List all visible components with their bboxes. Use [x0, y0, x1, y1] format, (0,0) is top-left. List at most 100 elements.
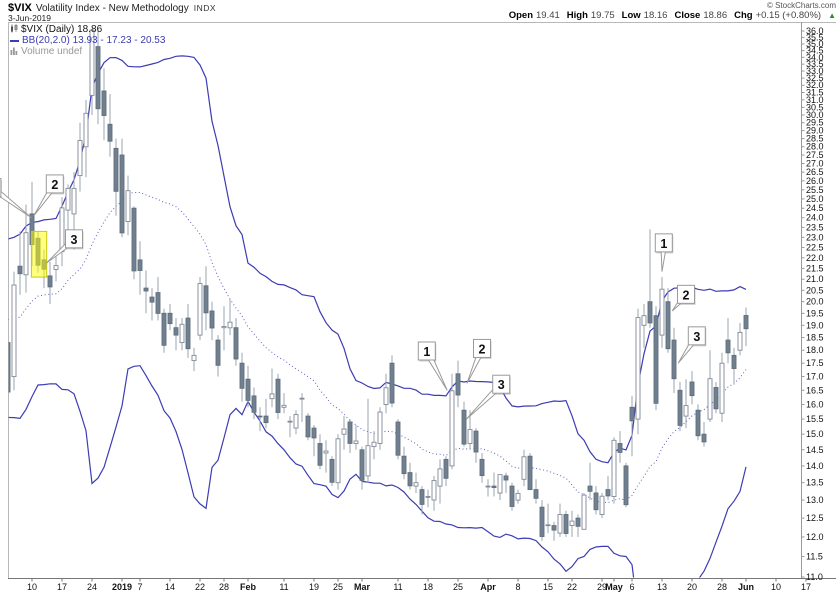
candle-05/21	[695, 409, 701, 437]
svg-text:32.5: 32.5	[806, 73, 824, 83]
candle-04/12	[539, 506, 545, 537]
svg-text:34.0: 34.0	[806, 52, 824, 62]
quote-close: Close 18.86	[674, 10, 728, 21]
candle-02/15	[305, 415, 311, 438]
candle-03/01	[359, 449, 365, 481]
candle-02/04	[251, 395, 257, 413]
candle-05/08	[641, 315, 647, 326]
candle-02/27	[347, 421, 353, 444]
svg-text:17: 17	[801, 582, 811, 592]
legend-series: $VIX (Daily) 18.86	[10, 23, 165, 35]
y-axis-labels: 36.035.535.034.534.033.533.032.532.031.5…	[801, 26, 824, 582]
candle-12/27	[101, 90, 107, 116]
bb-lower-line	[8, 365, 747, 578]
svg-text:Apr: Apr	[480, 582, 496, 592]
candle-05/30	[731, 354, 737, 369]
svg-text:25.5: 25.5	[806, 185, 824, 195]
candle-12/19	[71, 187, 77, 215]
candle-05/24	[713, 387, 719, 410]
chart-title: Volatility Index - New Methodology	[35, 3, 189, 14]
callout-number: 2	[479, 342, 486, 356]
candle-01/30	[233, 327, 239, 360]
svg-text:27.5: 27.5	[806, 150, 824, 160]
svg-text:27.0: 27.0	[806, 158, 824, 168]
candle-05/20	[689, 381, 695, 397]
svg-text:20: 20	[687, 582, 697, 592]
candle-01/10	[155, 292, 161, 314]
candle-04/18	[563, 514, 569, 534]
candle-02/14	[299, 397, 305, 400]
candle-04/17	[557, 514, 563, 534]
candle-03/20	[437, 468, 443, 487]
candle-04/03	[497, 474, 503, 494]
candle-05/29	[725, 339, 731, 354]
svg-text:19: 19	[309, 582, 319, 592]
candle-05/02	[617, 443, 623, 453]
callout-1: 1	[417, 341, 448, 391]
svg-text:23.0: 23.0	[806, 232, 824, 242]
svg-text:21.5: 21.5	[806, 263, 824, 273]
candle-05/31	[737, 331, 743, 351]
candle-04/22	[569, 520, 575, 527]
svg-text:25: 25	[333, 582, 343, 592]
candle-01/28	[221, 326, 227, 329]
callout-number: 3	[71, 233, 78, 247]
callout-3: 3	[466, 374, 511, 420]
candle-04/02	[491, 485, 497, 488]
candle-03/04	[365, 445, 371, 477]
svg-text:25.0: 25.0	[806, 194, 824, 204]
candle-05/17	[683, 405, 689, 417]
symbol: $VIX	[8, 2, 32, 14]
annotations: 1 2 3 1 2 3 1 2 3	[0, 174, 707, 420]
candle-01/18	[191, 354, 197, 362]
candle-04/25	[587, 485, 593, 492]
candle-02/05	[257, 415, 263, 418]
candle-01/03	[125, 190, 131, 223]
svg-text:13.5: 13.5	[806, 478, 824, 488]
svg-text:18.5: 18.5	[806, 333, 824, 343]
candle-01/02	[119, 154, 125, 234]
candle-06/03	[743, 315, 749, 330]
candle-01/07	[137, 259, 143, 271]
svg-text:16.0: 16.0	[806, 399, 824, 409]
candle-12/24	[89, 29, 95, 96]
svg-text:29.5: 29.5	[806, 118, 824, 128]
svg-text:30.5: 30.5	[806, 102, 824, 112]
candle-05/09	[647, 301, 653, 324]
candle-01/31	[239, 362, 245, 389]
candle-02/26	[341, 428, 347, 435]
candle-05/22	[701, 433, 707, 443]
candle-12/28	[107, 123, 113, 142]
svg-text:Feb: Feb	[240, 582, 257, 592]
candle-12/13	[47, 275, 53, 288]
exchange-tag: INDX	[193, 3, 217, 13]
callout-number: 1	[660, 237, 667, 251]
svg-text:13.0: 13.0	[806, 495, 824, 505]
svg-text:15.5: 15.5	[806, 414, 824, 424]
callout-1: 1	[654, 233, 674, 272]
candle-05/01	[611, 439, 617, 497]
candle-12/06	[17, 265, 23, 275]
svg-text:33.5: 33.5	[806, 59, 824, 69]
callout-number: 1	[423, 345, 430, 359]
chart-header: $VIX Volatility Index - New Methodology IN…	[8, 2, 216, 14]
svg-text:11.5: 11.5	[806, 552, 823, 562]
candle-04/04	[503, 475, 509, 481]
candle-02/01	[245, 378, 251, 401]
candle-03/07	[383, 387, 389, 405]
callout-number: 2	[683, 288, 690, 302]
svg-text:22: 22	[567, 582, 577, 592]
bb-line-icon	[10, 39, 19, 42]
svg-text:20.0: 20.0	[806, 297, 824, 307]
candle-03/15	[419, 489, 425, 505]
bb-middle-line	[8, 191, 747, 504]
candle-05/03	[623, 465, 629, 506]
bb-upper-line	[8, 55, 747, 464]
candle-04/05	[509, 485, 515, 507]
candle-01/04	[131, 207, 137, 272]
candle-02/28	[353, 440, 359, 444]
candle-04/10	[527, 455, 533, 491]
candle-12/14	[53, 265, 59, 270]
candle-12/26	[95, 46, 101, 110]
